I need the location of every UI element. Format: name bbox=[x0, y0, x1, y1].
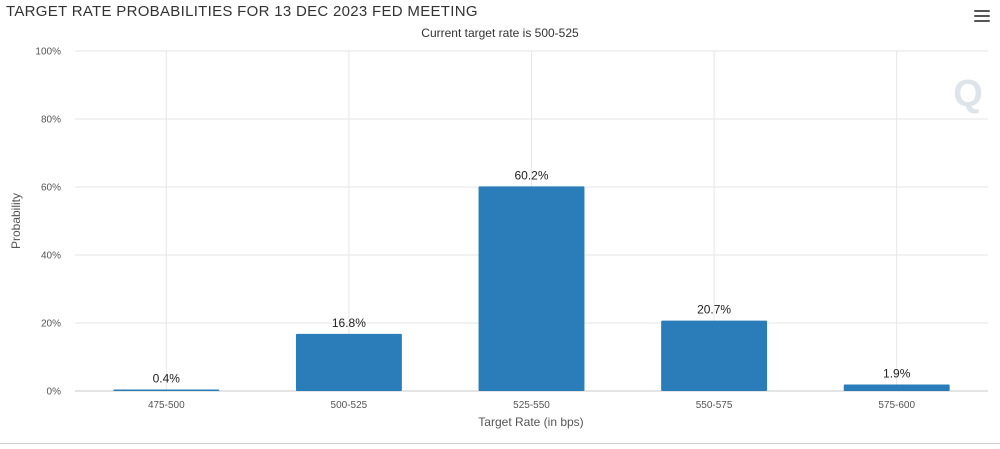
y-tick-label: 60% bbox=[41, 183, 61, 194]
bar-475-500[interactable] bbox=[113, 389, 220, 392]
bars bbox=[113, 186, 950, 392]
y-tick-label: 20% bbox=[41, 319, 61, 330]
y-tick-label: 80% bbox=[41, 115, 61, 126]
data-label: 60.2% bbox=[514, 168, 548, 182]
data-labels: 0.4% 16.8% 60.2% 20.7% 1.9% bbox=[153, 168, 911, 385]
x-tick-label: 550-575 bbox=[696, 400, 733, 411]
x-tick-label: 575-600 bbox=[878, 400, 915, 411]
bar-550-575[interactable] bbox=[661, 320, 768, 391]
bar-575-600[interactable] bbox=[843, 384, 950, 391]
watermark-logo: Q bbox=[953, 73, 983, 115]
data-label: 1.9% bbox=[883, 367, 911, 381]
bar-500-525[interactable] bbox=[295, 333, 402, 391]
chart-subtitle: Current target rate is 500-525 bbox=[421, 26, 579, 40]
x-axis-ticks: 475-500 500-525 525-550 550-575 575-600 bbox=[148, 400, 916, 411]
bottom-divider bbox=[0, 443, 1000, 444]
chart-title: TARGET RATE PROBABILITIES FOR 13 DEC 202… bbox=[6, 3, 478, 20]
data-label: 16.8% bbox=[332, 316, 366, 330]
x-axis-title: Target Rate (in bps) bbox=[478, 415, 583, 429]
x-tick-label: 525-550 bbox=[513, 400, 550, 411]
hamburger-menu-icon[interactable] bbox=[974, 10, 990, 24]
y-tick-label: 40% bbox=[41, 251, 61, 262]
y-tick-label: 0% bbox=[47, 387, 62, 398]
bar-525-550[interactable] bbox=[478, 186, 585, 391]
x-tick-label: 475-500 bbox=[148, 400, 185, 411]
data-label: 0.4% bbox=[153, 372, 181, 386]
y-axis-ticks: 0% 20% 40% 60% 80% 100% bbox=[35, 47, 61, 398]
y-tick-label: 100% bbox=[35, 47, 61, 58]
x-tick-label: 500-525 bbox=[331, 400, 368, 411]
data-label: 20.7% bbox=[697, 303, 731, 317]
y-axis-title: Probability bbox=[9, 193, 23, 249]
